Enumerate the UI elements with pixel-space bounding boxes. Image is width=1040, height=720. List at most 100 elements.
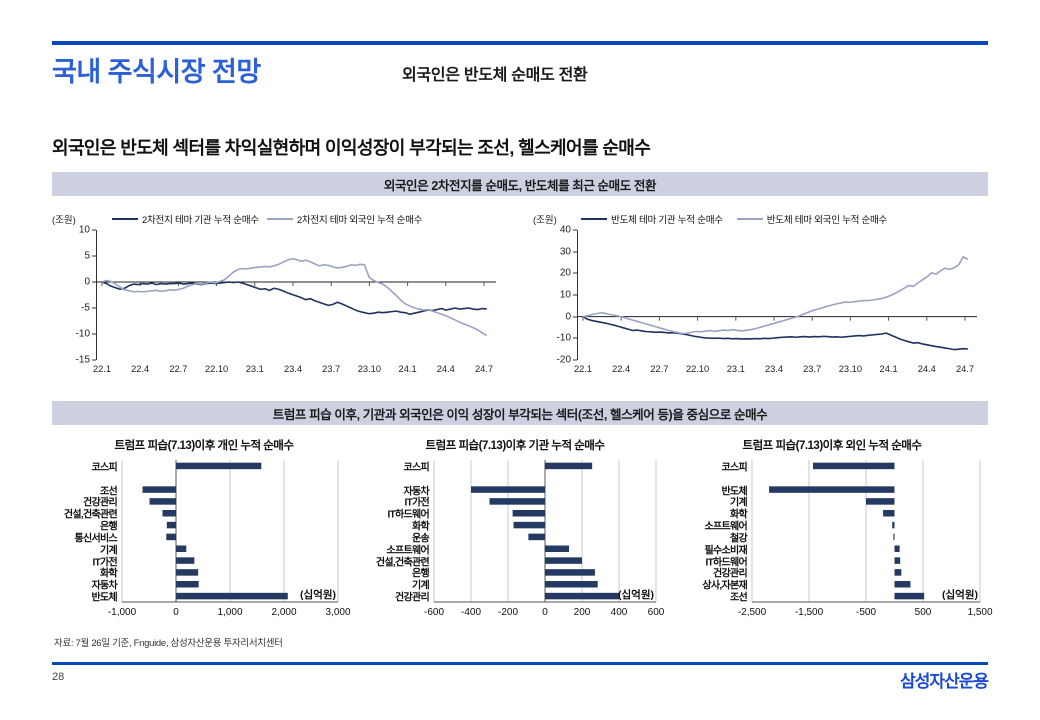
legend-item-foreign: 반도체 테마 외국인 누적 순매수 bbox=[736, 212, 888, 226]
y-axis-tick-mark bbox=[573, 359, 577, 361]
x-axis-tick-label: 24.7 bbox=[474, 364, 494, 374]
x-axis-tick-label: -1,500 bbox=[794, 607, 824, 618]
x-axis-tick-label: -400 bbox=[460, 607, 482, 618]
y-axis-tick-label: 10 bbox=[559, 289, 571, 301]
bar-chart-svg bbox=[121, 460, 339, 603]
chart-unit-label: (조원) bbox=[52, 215, 76, 226]
y-axis-tick-mark bbox=[92, 359, 96, 361]
chart-foreign-net-buy: 트럼프 피습(7.13)이후 외인 누적 순매수 코스피 반도체 기계 화학 소프트웨어… bbox=[672, 437, 992, 632]
x-axis-tick-label: -600 bbox=[423, 607, 445, 618]
bar bbox=[142, 486, 176, 493]
bar bbox=[893, 533, 895, 541]
series-line bbox=[101, 257, 488, 337]
x-axis-tick-label: 23.7 bbox=[803, 364, 822, 374]
chart-title: 트럼프 피습(7.13)이후 외인 누적 순매수 bbox=[742, 440, 922, 452]
bar bbox=[894, 557, 901, 564]
y-axis-tick-mark bbox=[573, 294, 577, 296]
y-axis-tick-mark bbox=[573, 229, 577, 231]
y-axis-tick-label: -15 bbox=[75, 354, 90, 366]
y-axis-tick-label: -20 bbox=[556, 354, 571, 366]
x-axis-tick-label: 22.4 bbox=[131, 364, 150, 374]
bar bbox=[894, 545, 900, 553]
x-axis-tick-label: 23.4 bbox=[283, 364, 303, 374]
chart-title: 트럼프 피습(7.13)이후 개인 누적 순매수 bbox=[114, 440, 294, 452]
bar-category-label: 코스피 bbox=[403, 462, 430, 474]
footer-rule bbox=[52, 662, 988, 665]
bar-category-label: 코스피 bbox=[91, 462, 118, 474]
bar bbox=[894, 580, 911, 588]
bar-category-label: 운송 bbox=[412, 533, 430, 545]
series-line bbox=[582, 256, 969, 335]
chart-retail-net-buy: 트럼프 피습(7.13)이후 개인 누적 순매수 코스피 조선 건강관리 건설,건축관… bbox=[54, 437, 354, 632]
legend-label: 2차전지 테마 기관 누적 순매수 bbox=[142, 215, 259, 226]
y-axis-tick-label: 0 bbox=[565, 311, 571, 323]
x-axis-tick-label: 400 bbox=[610, 607, 628, 618]
bar bbox=[545, 569, 595, 576]
bar-category-label: 자동차 bbox=[91, 580, 118, 592]
y-axis-tick-mark bbox=[92, 281, 96, 283]
chart-unit-label: (십억원) bbox=[942, 589, 978, 602]
bar bbox=[176, 569, 199, 576]
bar-category-label: IT가전 bbox=[404, 497, 430, 509]
headline-text: 외국인은 반도체 섹터를 차익실현하며 이익성장이 부각되는 조선, 헬스케어를… bbox=[52, 138, 651, 158]
x-axis-tick-label: 24.4 bbox=[436, 364, 455, 374]
bar-category-label: 기계 bbox=[730, 497, 748, 509]
y-axis bbox=[96, 230, 97, 360]
x-axis-tick-label: -2,500 bbox=[737, 607, 767, 618]
page-number: 28 bbox=[52, 671, 65, 683]
y-axis-tick-label: -5 bbox=[81, 302, 90, 314]
header-rule bbox=[52, 41, 988, 45]
x-axis-tick-label: 1,500 bbox=[967, 607, 993, 618]
bar bbox=[176, 462, 262, 470]
chart-title: 트럼프 피습(7.13)이후 기관 누적 순매수 bbox=[425, 440, 605, 452]
legend-swatch-icon bbox=[266, 217, 293, 221]
x-axis-tick-label: 200 bbox=[573, 607, 591, 618]
bar bbox=[166, 521, 176, 529]
line-chart-svg bbox=[577, 256, 977, 351]
source-note: 자료: 7월 26일 기준, Fnguide, 삼성자산운용 투자리서치센터 bbox=[54, 638, 283, 649]
bar bbox=[489, 498, 545, 505]
x-axis-tick-label: 3,000 bbox=[325, 607, 351, 618]
bar-category-label: 화학 bbox=[730, 509, 748, 521]
y-axis-tick-label: 10 bbox=[78, 224, 90, 236]
bar bbox=[166, 533, 176, 541]
section-banner-top: 외국인은 2차전지를 순매도, 반도체를 최근 순매도 전환 bbox=[52, 172, 988, 196]
legend-label: 반도체 테마 외국인 누적 순매수 bbox=[766, 215, 888, 226]
x-axis-tick-label: 0 bbox=[173, 607, 179, 618]
bar bbox=[176, 545, 187, 553]
bar bbox=[162, 509, 176, 517]
bar bbox=[894, 569, 902, 576]
y-axis-tick-mark bbox=[573, 272, 577, 274]
bar-category-label: 기계 bbox=[412, 580, 430, 592]
bar bbox=[176, 592, 288, 600]
x-axis-tick-label: 24.7 bbox=[955, 364, 975, 374]
bar-chart-svg bbox=[433, 460, 657, 603]
y-axis-tick-mark bbox=[573, 251, 577, 253]
bar-category-label: 철강 bbox=[730, 533, 748, 545]
x-axis-tick-label: 600 bbox=[647, 607, 665, 618]
x-axis-tick-label: 22.10 bbox=[204, 364, 229, 374]
y-axis-tick-mark bbox=[573, 316, 577, 318]
bar-category-label: 화학 bbox=[412, 521, 430, 533]
bar-category-label: 반도체 bbox=[721, 486, 748, 498]
bar-category-label: IT하드웨어 bbox=[705, 557, 748, 569]
bar-category-label: 반도체 bbox=[91, 592, 118, 604]
chart-unit-label: (십억원) bbox=[618, 589, 654, 602]
line-chart-svg bbox=[96, 257, 496, 337]
legend-item-institution: 2차전지 테마 기관 누적 순매수 bbox=[112, 212, 259, 226]
bar-category-label: 건강관리 bbox=[83, 497, 118, 509]
chart-plot-area: 코스피 자동차 IT가전 IT하드웨어 화학 운송 소프트웨어 건설,건축관련 은행 기계 건강관리… bbox=[376, 460, 664, 618]
x-axis-tick-label: 24.1 bbox=[879, 364, 898, 374]
x-axis-tick-label: 24.1 bbox=[398, 364, 417, 374]
bar-category-label: 건강관리 bbox=[713, 568, 748, 580]
bar bbox=[149, 498, 176, 505]
bar bbox=[866, 498, 895, 505]
legend-label: 반도체 테마 기관 누적 순매수 bbox=[611, 215, 723, 226]
page-title: 국내 주식시장 전망 bbox=[52, 57, 261, 87]
chart-plot-area: 40 30 20 10 0 -10 -20 22.1 22.4 22.7 22.10 23.1 23.4… bbox=[557, 225, 977, 374]
legend-label: 2차전지 테마 외국인 누적 순매수 bbox=[296, 215, 423, 226]
bar-category-label: 은행 bbox=[412, 568, 430, 580]
x-axis-tick-label: 23.10 bbox=[838, 364, 863, 374]
bar-category-label: 건설,건축관련 bbox=[63, 509, 118, 521]
y-axis bbox=[577, 230, 578, 360]
